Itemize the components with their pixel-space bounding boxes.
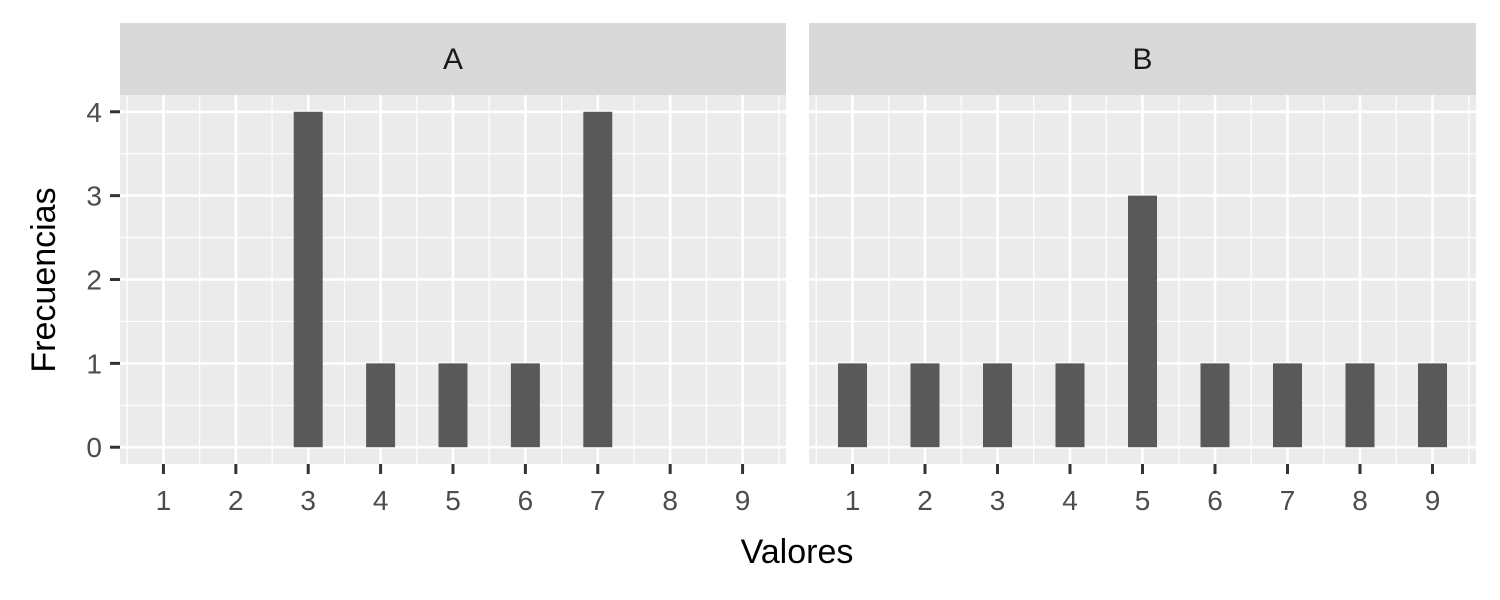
x-tick-label: 4 bbox=[1062, 485, 1078, 516]
x-tick-label: 1 bbox=[845, 485, 861, 516]
bar bbox=[838, 363, 867, 448]
x-tick-label: 5 bbox=[445, 485, 461, 516]
y-axis-title: Frecuencias bbox=[25, 187, 63, 372]
facet-panel-a: A 1 2 3 4 5 6 7 8 9 bbox=[120, 23, 786, 516]
bar bbox=[583, 111, 613, 448]
x-tick-label: 6 bbox=[1207, 485, 1223, 516]
facet-strip bbox=[120, 23, 786, 95]
x-tick-label: 8 bbox=[1352, 485, 1368, 516]
y-tick-label: 3 bbox=[86, 181, 102, 212]
x-tick-label: 9 bbox=[1425, 485, 1441, 516]
facets: A 1 2 3 4 5 6 7 8 9 B 1 2 3 4 5 6 7 8 9 bbox=[120, 23, 1476, 516]
x-tick-label: 8 bbox=[662, 485, 678, 516]
x-axis-title: Valores bbox=[741, 533, 854, 571]
x-tick-label: 9 bbox=[735, 485, 751, 516]
bar bbox=[1418, 363, 1447, 448]
y-tick-label: 0 bbox=[86, 432, 102, 463]
x-tick-label: 6 bbox=[518, 485, 534, 516]
x-tick-label: 3 bbox=[300, 485, 316, 516]
y-tick-label: 4 bbox=[86, 97, 102, 128]
y-tick-label: 2 bbox=[86, 265, 102, 296]
x-tick-label: 3 bbox=[990, 485, 1006, 516]
bar bbox=[983, 363, 1012, 448]
bar bbox=[438, 363, 468, 448]
x-tick-label: 7 bbox=[1280, 485, 1296, 516]
bar bbox=[1345, 363, 1375, 448]
bar bbox=[910, 363, 940, 448]
bar bbox=[1273, 363, 1302, 448]
bar bbox=[510, 363, 540, 448]
bar bbox=[1128, 195, 1157, 448]
x-tick-label: 2 bbox=[917, 485, 933, 516]
bar bbox=[1200, 363, 1230, 448]
facet-strip-label: A bbox=[443, 43, 463, 76]
bar bbox=[1055, 363, 1085, 448]
y-axis: 0 1 2 3 4 bbox=[86, 97, 120, 463]
bar bbox=[293, 111, 323, 448]
x-tick-label: 5 bbox=[1135, 485, 1151, 516]
facet-strip-label: B bbox=[1132, 43, 1152, 76]
x-tick-label: 2 bbox=[228, 485, 244, 516]
y-tick-label: 1 bbox=[86, 348, 102, 379]
x-tick-label: 4 bbox=[373, 485, 389, 516]
x-tick-label: 1 bbox=[156, 485, 172, 516]
facet-panel-b: B 1 2 3 4 5 6 7 8 9 bbox=[809, 23, 1476, 516]
facet-strip bbox=[809, 23, 1476, 95]
bar bbox=[366, 363, 396, 448]
x-tick-label: 7 bbox=[590, 485, 606, 516]
